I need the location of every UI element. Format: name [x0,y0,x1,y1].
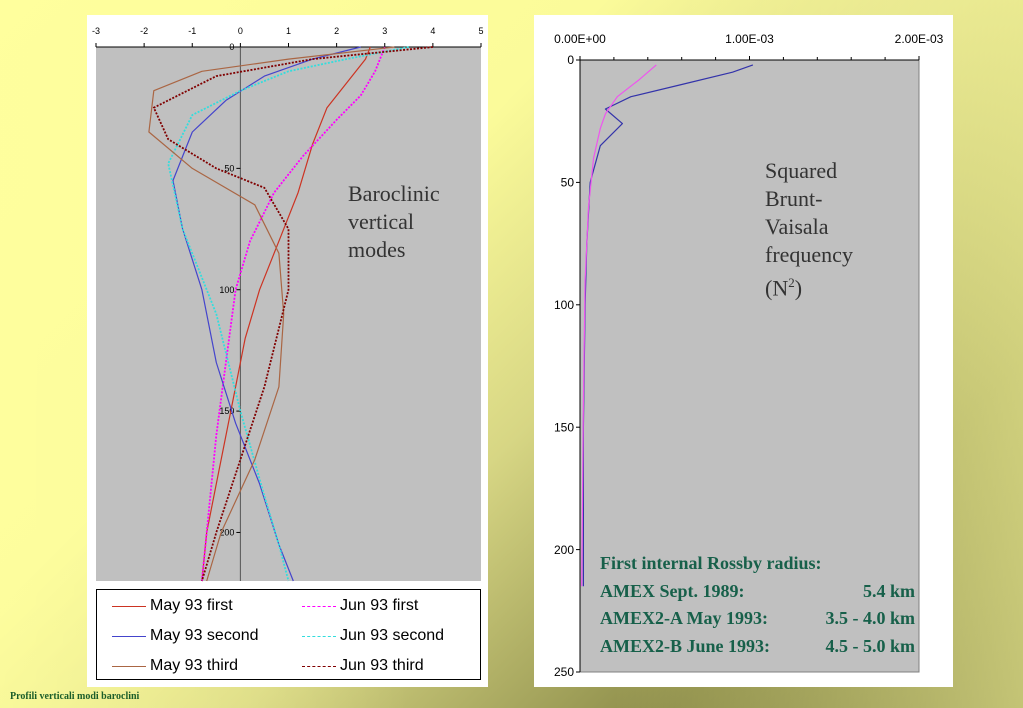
series-line [167,46,409,582]
annotation-line: frequency [765,242,853,267]
x-tick-label: 2.00E-03 [895,32,944,46]
y-tick-label: 100 [219,285,234,295]
rossby-radius-box: First internal Rossby radius: AMEX Sept.… [600,550,915,660]
plot-area [96,47,481,581]
y-tick-label: 150 [219,406,234,416]
y-tick-label: 250 [554,665,574,679]
rossby-row-value: 4.5 - 5.0 km [825,635,916,656]
annotation-superscript: 2 [788,275,795,290]
series-line [172,46,361,582]
x-tick-label: 2 [334,26,339,36]
legend-swatch [302,665,336,667]
legend-item: May 93 second [112,625,259,647]
x-tick-label: -3 [92,26,100,36]
annotation-line: Vaisala [765,214,829,239]
legend-label: May 93 third [150,657,239,674]
brunt-vaisala-annotation: Squared Brunt- Vaisala frequency (N2) [765,157,853,302]
y-tick-label: 200 [219,528,234,538]
legend-item: Jun 93 third [302,655,424,677]
series-line [581,64,657,587]
legend-label: Jun 93 third [340,657,424,674]
annotation-line: Baroclinic [348,181,440,206]
rossby-row-label: AMEX Sept. 1989: [600,580,745,601]
chart-legend: May 93 first Jun 93 first May 93 second … [96,589,481,680]
rossby-title: First internal Rossby radius: [600,553,822,573]
legend-swatch [112,635,146,637]
annotation-n: (N [765,275,789,301]
legend-label: Jun 93 first [340,597,419,614]
annotation-close: ) [794,275,803,301]
slide-footer: Profili verticali modi baroclini [10,691,140,702]
x-tick-label: 0.00E+00 [554,32,606,46]
legend-label: May 93 first [150,597,233,614]
x-tick-label: 1 [286,26,291,36]
legend-item: Jun 93 second [302,625,444,647]
legend-item: May 93 first [112,595,233,617]
legend-swatch [302,635,336,637]
x-tick-label: 5 [478,26,483,36]
y-tick-label: 0 [567,53,574,67]
annotation-line: Brunt- [765,186,823,211]
series-line [201,46,371,582]
series-line [152,46,433,582]
x-tick-label: 1.00E-03 [725,32,774,46]
rossby-row-value: 3.5 - 4.0 km [825,608,916,628]
x-tick-label: 0 [238,26,243,36]
x-tick-label: -2 [140,26,148,36]
legend-swatch [112,605,146,607]
rossby-row: AMEX2-A May 1993: 3.5 - 4.0 km [600,605,915,633]
y-tick-label: 50 [224,164,234,174]
rossby-row: AMEX2-B June 1993: 4.5 - 5.0 km [600,633,915,661]
x-tick-label: 3 [382,26,387,36]
baroclinic-modes-annotation: Baroclinic vertical modes [348,180,440,264]
y-tick-label: 100 [554,298,574,312]
rossby-row-value: 5.4 km [862,580,915,601]
annotation-line: vertical [348,209,414,234]
annotation-line: Squared [765,158,838,183]
legend-item: Jun 93 first [302,595,418,617]
rossby-row-label: AMEX2-B June 1993: [600,635,770,656]
x-tick-label: -1 [188,26,196,36]
y-tick-label: 0 [229,42,234,52]
series-line [201,46,386,582]
annotation-line: (N2) [765,269,853,302]
annotation-line: modes [348,237,406,262]
legend-label: Jun 93 second [340,627,445,644]
rossby-row-label: AMEX2-A May 1993: [600,608,768,628]
y-tick-label: 200 [554,543,574,557]
legend-label: May 93 second [150,627,259,644]
series-line [148,46,395,582]
legend-swatch [112,665,146,667]
plot-area [580,60,919,672]
legend-item: May 93 third [112,655,238,677]
legend-swatch [302,605,336,607]
rossby-row: AMEX Sept. 1989: 5.4 km [600,578,915,606]
y-tick-label: 150 [554,420,574,434]
x-tick-label: 4 [430,26,435,36]
y-tick-label: 50 [561,176,575,190]
